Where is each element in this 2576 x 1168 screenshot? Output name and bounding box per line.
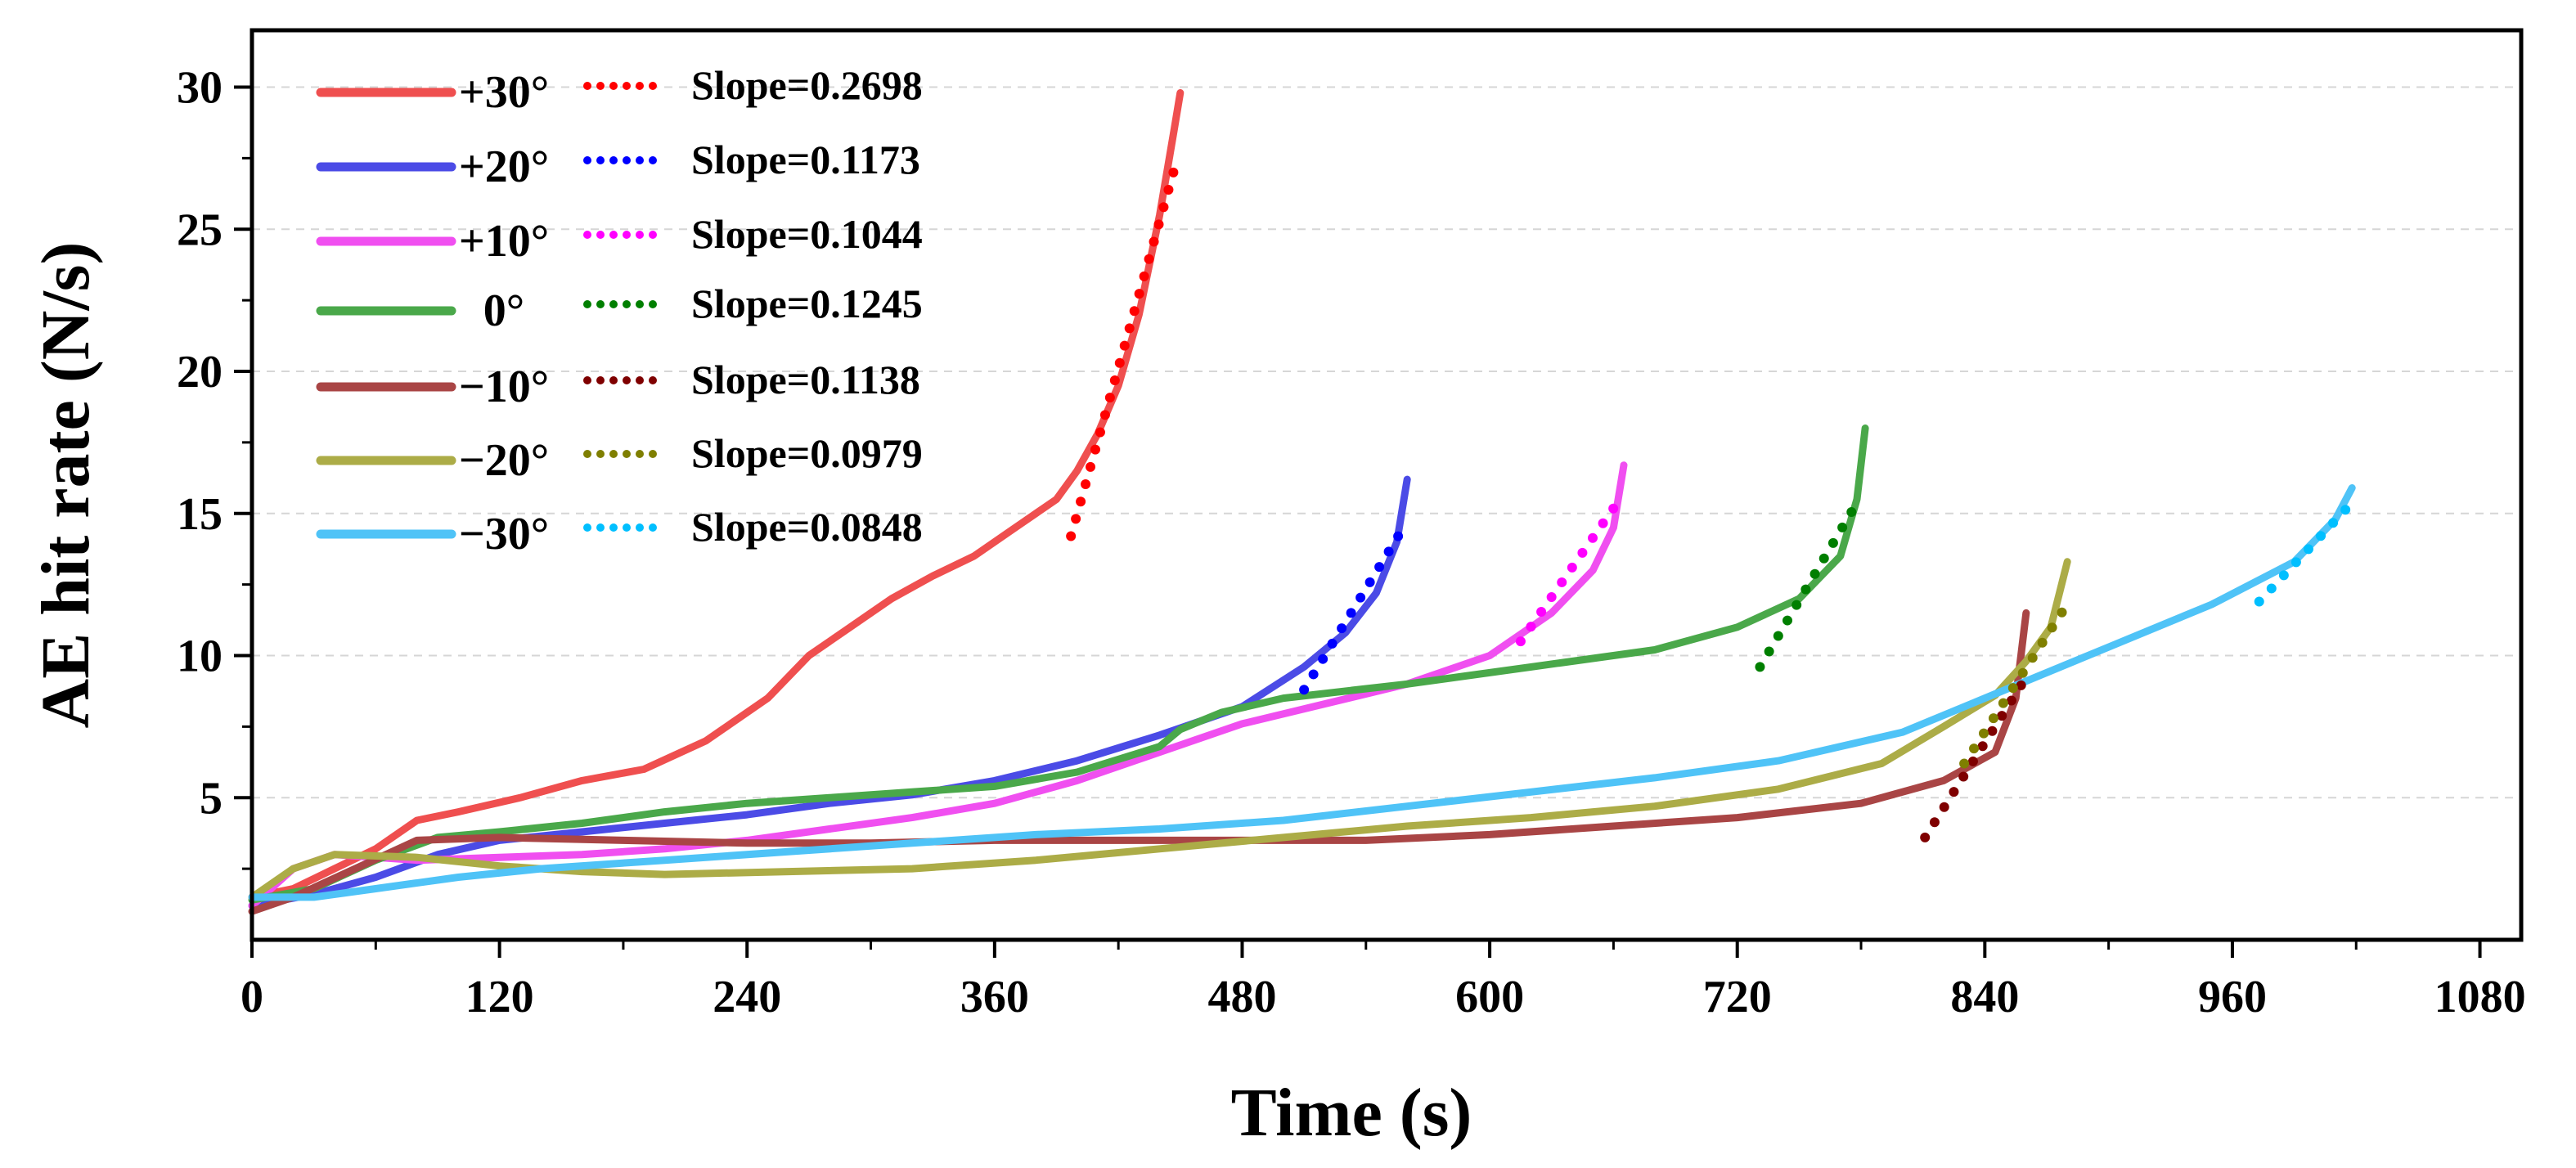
legend-label-5: −20°: [459, 435, 549, 486]
fit-line-5: [1959, 602, 2070, 769]
x-tick-label: 1080: [2434, 972, 2526, 1022]
x-tick-label: 480: [1207, 972, 1276, 1022]
y-tick-label: 20: [177, 347, 223, 398]
x-tick-label: 840: [1950, 972, 2019, 1022]
x-tick-label: 720: [1703, 972, 1772, 1022]
legend: +30° Slope=0.2698 +20° Slope=0.1173 +10° Slop…: [316, 62, 923, 559]
legend-label-2: +10°: [459, 216, 549, 267]
legend-slope-6: Slope=0.0848: [691, 504, 923, 550]
x-tick-label: 360: [960, 972, 1029, 1022]
y-tick-label: 10: [177, 631, 223, 682]
y-axis-title: AE hit rate (N/s): [28, 242, 104, 729]
legend-slope-1: Slope=0.1173: [691, 137, 920, 182]
series-line-6: [248, 484, 2356, 901]
fit-line-3: [1755, 494, 1864, 672]
legend-label-1: +20°: [459, 142, 549, 192]
fit-line-4: [1920, 679, 2027, 842]
fit-line-0: [1066, 150, 1184, 541]
legend-label-6: −30°: [459, 509, 549, 559]
y-tick-label: 30: [177, 63, 223, 114]
gridlines: [252, 86, 2521, 799]
x-tick-label: 120: [465, 972, 534, 1022]
y-tick-label: 25: [177, 204, 223, 255]
legend-label-0: +30°: [459, 67, 549, 118]
x-tick-label: 960: [2198, 972, 2267, 1022]
fit-line-2: [1515, 491, 1627, 647]
fit-line-6: [2254, 500, 2355, 607]
x-tick-label: 600: [1455, 972, 1524, 1022]
series-layer: [248, 89, 2356, 915]
legend-slope-5: Slope=0.0979: [691, 430, 923, 476]
series-line-0: [248, 89, 1185, 901]
series-line-4: [248, 609, 2030, 915]
legend-slope-4: Slope=0.1138: [691, 357, 920, 402]
legend-slope-3: Slope=0.1245: [691, 281, 923, 326]
x-axis-title: Time (s): [1231, 1075, 1472, 1151]
series-line-5: [248, 558, 2071, 901]
fit-line-1: [1299, 519, 1410, 695]
x-tick-label: 0: [241, 972, 263, 1022]
legend-label-4: −10°: [459, 362, 549, 412]
y-tick-label: 5: [200, 773, 223, 824]
x-tick-label: 240: [713, 972, 781, 1022]
plot-frame: [250, 28, 2524, 942]
legend-slope-0: Slope=0.2698: [691, 62, 923, 108]
series-line-3: [248, 425, 1869, 904]
y-tick-label: 15: [177, 489, 223, 540]
ticks: 5 10 15 20 25 30 0 120 240 360 480 600 720 840 960 1080: [177, 63, 2526, 1023]
legend-label-3: 0°: [483, 285, 524, 336]
legend-slope-2: Slope=0.1044: [691, 211, 923, 257]
